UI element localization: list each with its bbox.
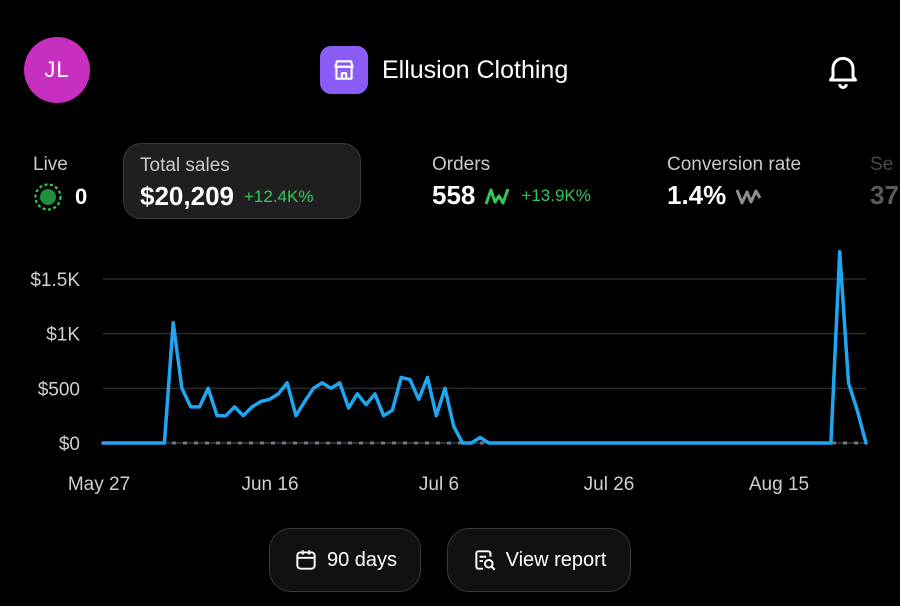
date-range-label: 90 days xyxy=(326,548,398,571)
y-tick-label: $0 xyxy=(59,434,80,455)
avatar[interactable]: JL xyxy=(24,37,90,103)
x-tick-label: Aug 15 xyxy=(749,474,809,495)
metric-value: 1.4% xyxy=(667,180,727,210)
metric-value: 0 xyxy=(75,184,88,209)
metric-label: Total sales xyxy=(140,155,230,176)
metric-value: 37 xyxy=(870,180,899,210)
metric-orders[interactable]: Orders 558 +13.9K% xyxy=(432,154,591,211)
metric-total-sales[interactable]: Total sales $20,209 +12.4K% xyxy=(123,143,361,219)
live-indicator-icon xyxy=(34,183,62,211)
store-name: Ellusion Clothing xyxy=(382,55,569,84)
x-axis-ticks: May 27 Jun 16 Jul 6 Jul 26 Aug 15 xyxy=(68,474,809,495)
metric-delta: +12.4K% xyxy=(243,186,314,206)
sales-line-chart[interactable]: $0 $500 $1K $1.5K May 27 Jun 16 Jul 6 Jul 26 Au… xyxy=(0,240,900,510)
sparkline-icon xyxy=(485,187,510,205)
view-report-label: View report xyxy=(505,548,607,571)
sparkline-icon xyxy=(736,188,762,204)
metric-label: Se xyxy=(870,154,894,175)
date-range-button[interactable]: 90 days xyxy=(269,528,421,592)
metric-live[interactable]: Live 0 xyxy=(33,154,87,212)
y-tick-label: $500 xyxy=(38,379,80,400)
metric-conversion-rate[interactable]: Conversion rate 1.4% xyxy=(667,154,801,211)
metrics-bar[interactable]: Live 0 Total sales $20,209 +12.4K% Order… xyxy=(0,140,900,224)
bell-icon[interactable] xyxy=(820,47,866,93)
metric-label: Conversion rate xyxy=(667,154,802,175)
metric-sessions[interactable]: Se 37 xyxy=(870,154,899,211)
metric-value: $20,209 xyxy=(140,181,234,211)
x-tick-label: Jul 26 xyxy=(584,474,635,495)
metric-label: Orders xyxy=(432,154,491,175)
view-report-button[interactable]: View report xyxy=(447,528,631,592)
report-search-icon xyxy=(474,550,496,571)
x-tick-label: May 27 xyxy=(68,474,130,495)
metric-delta: +13.9K% xyxy=(521,185,591,205)
y-axis-ticks: $0 $500 $1K $1.5K xyxy=(30,270,80,455)
storefront-icon xyxy=(320,46,368,94)
chart-grid xyxy=(103,278,866,444)
y-tick-label: $1K xyxy=(46,325,80,346)
y-tick-label: $1.5K xyxy=(30,270,80,291)
metric-label: Live xyxy=(33,154,68,175)
metric-value: 558 xyxy=(432,180,476,210)
store-selector[interactable]: Ellusion Clothing xyxy=(320,46,568,94)
x-tick-label: Jun 16 xyxy=(241,474,298,495)
sales-series-line xyxy=(101,249,868,445)
calendar-icon xyxy=(296,550,316,570)
x-tick-label: Jul 6 xyxy=(419,474,459,495)
